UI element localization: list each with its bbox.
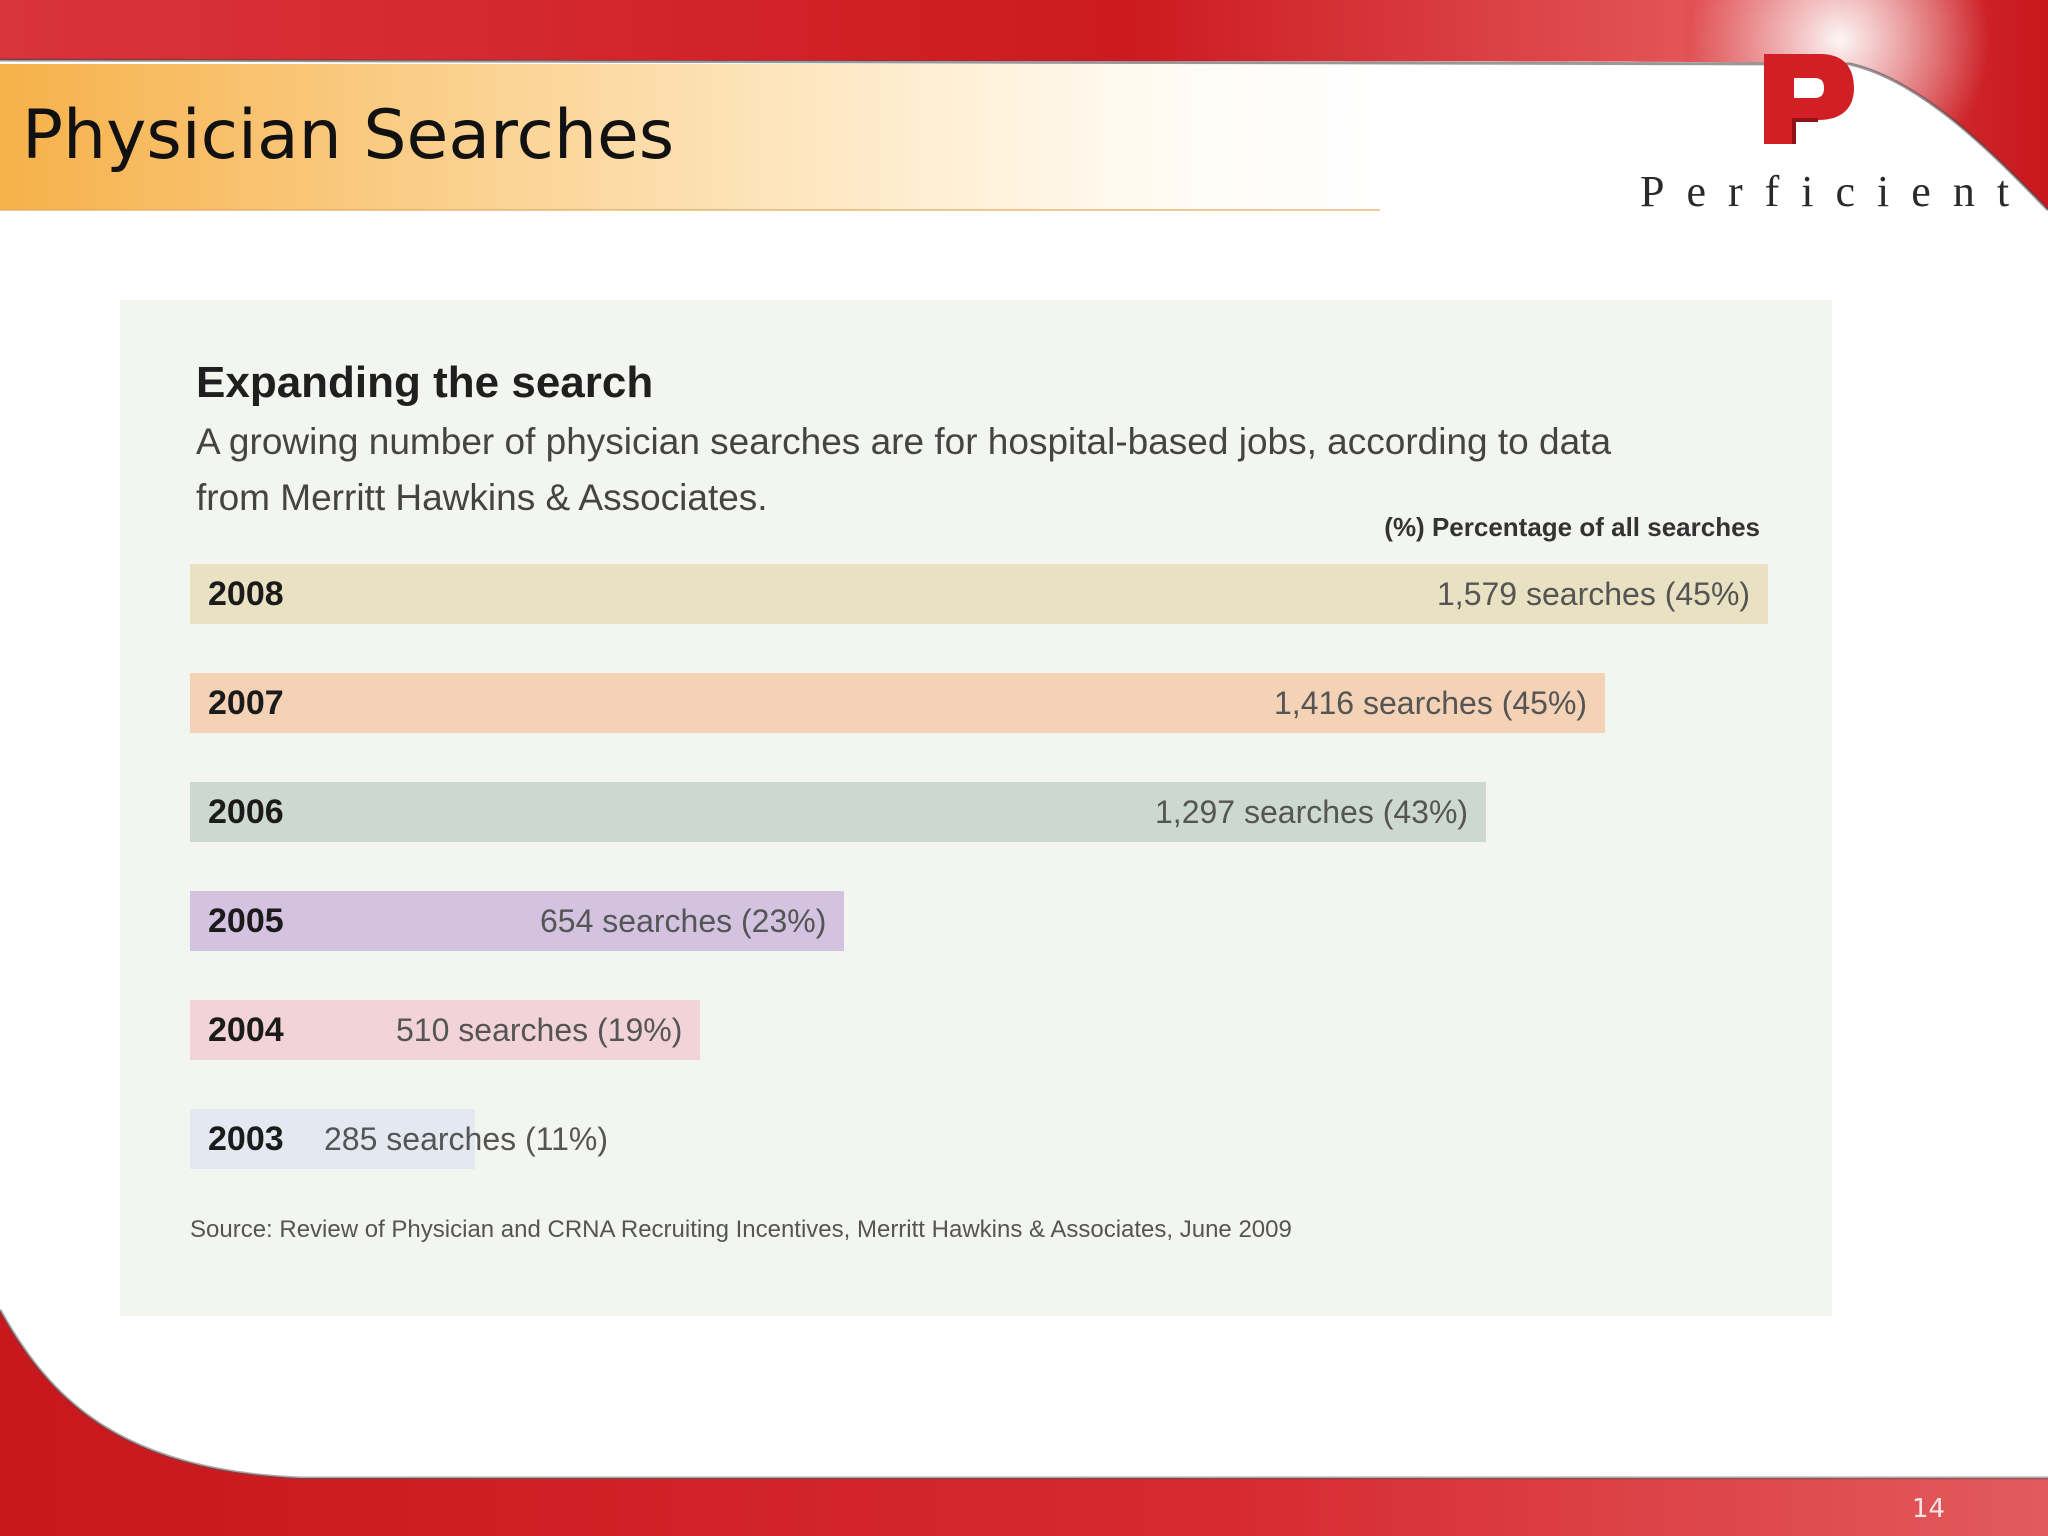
bottom-curve-shadow: [0, 1309, 2048, 1480]
page-number: 14: [1912, 1494, 1946, 1524]
bar-category-label: 2005: [208, 902, 284, 940]
perficient-logo-mark: [1764, 54, 1854, 144]
chart-subtitle: A growing number of physician searches a…: [196, 421, 1612, 518]
bar-category-label: 2006: [208, 793, 284, 831]
bar-value-label: 1,297 searches (43%): [1155, 794, 1469, 830]
bar-2008: [190, 564, 1768, 624]
bar-2003: [190, 1109, 475, 1169]
percentage-note: (%) Percentage of all searches: [1384, 512, 1760, 542]
bar-2005: [190, 891, 844, 951]
perficient-wordmark: Perficient: [1640, 167, 2032, 216]
bar-2004: [190, 1000, 700, 1060]
bar-row-2006: 2006 1,297 searches (43%): [190, 782, 1486, 842]
bar-value-label: 285 searches (11%): [324, 1121, 608, 1157]
bar-row-2003: 2003 285 searches (11%): [190, 1109, 608, 1169]
slide-title: Physician Searches: [22, 96, 675, 175]
bar-value-label: 1,416 searches (45%): [1274, 685, 1588, 721]
bar-category-label: 2008: [208, 575, 284, 613]
bar-2007: [190, 673, 1605, 733]
chart-title: Expanding the search: [196, 358, 654, 407]
bar-category-label: 2003: [208, 1120, 284, 1158]
bar-row-2005: 2005 654 searches (23%): [190, 891, 844, 951]
bottom-red-band: [0, 1310, 2048, 1536]
bar-row-2007: 2007 1,416 searches (45%): [190, 673, 1605, 733]
bar-category-label: 2007: [208, 684, 284, 722]
title-band: [0, 64, 1420, 210]
top-red-band: [0, 0, 2048, 210]
bar-value-label: 1,579 searches (45%): [1437, 576, 1751, 612]
bar-row-2008: 2008 1,579 searches (45%): [190, 564, 1768, 624]
bar-2006: [190, 782, 1486, 842]
bar-value-label: 510 searches (19%): [396, 1012, 683, 1048]
bar-row-2004: 2004 510 searches (19%): [190, 1000, 700, 1060]
chart-source: Source: Review of Physician and CRNA Rec…: [190, 1216, 1292, 1243]
bar-value-label: 654 searches (23%): [540, 903, 827, 939]
bar-category-label: 2004: [208, 1011, 284, 1049]
